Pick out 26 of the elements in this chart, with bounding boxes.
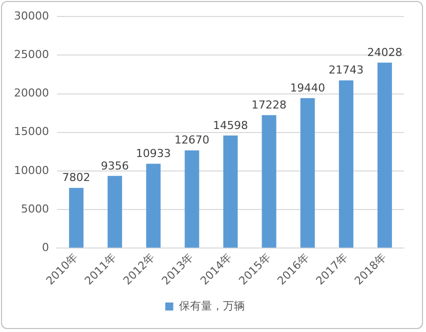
- bar: [223, 135, 238, 248]
- data-label: 14598: [212, 118, 248, 132]
- data-label: 9356: [100, 159, 129, 172]
- data-label: 10933: [136, 147, 171, 160]
- y-tick-label: 0: [42, 240, 49, 254]
- y-tick-label: 30000: [14, 9, 49, 22]
- y-tick-label: 5000: [20, 202, 49, 216]
- data-label: 24028: [367, 46, 402, 60]
- bar: [377, 62, 392, 248]
- bar: [262, 115, 276, 248]
- y-tick-label: 20000: [14, 86, 49, 100]
- data-label: 7802: [62, 171, 90, 184]
- y-tick-label: 15000: [14, 125, 49, 138]
- bar: [69, 188, 84, 248]
- y-tick-label: 10000: [14, 164, 49, 177]
- data-label: 17228: [252, 98, 287, 112]
- bar: [146, 164, 161, 248]
- data-label: 19440: [290, 81, 326, 94]
- bar: [338, 80, 354, 248]
- bar: [184, 150, 200, 248]
- legend-label: 保有量，万辆: [178, 299, 245, 312]
- data-label: 12670: [174, 134, 210, 147]
- bar: [108, 176, 122, 248]
- bar: [300, 98, 315, 248]
- data-label: 21743: [328, 64, 364, 77]
- y-tick-label: 25000: [14, 48, 49, 62]
